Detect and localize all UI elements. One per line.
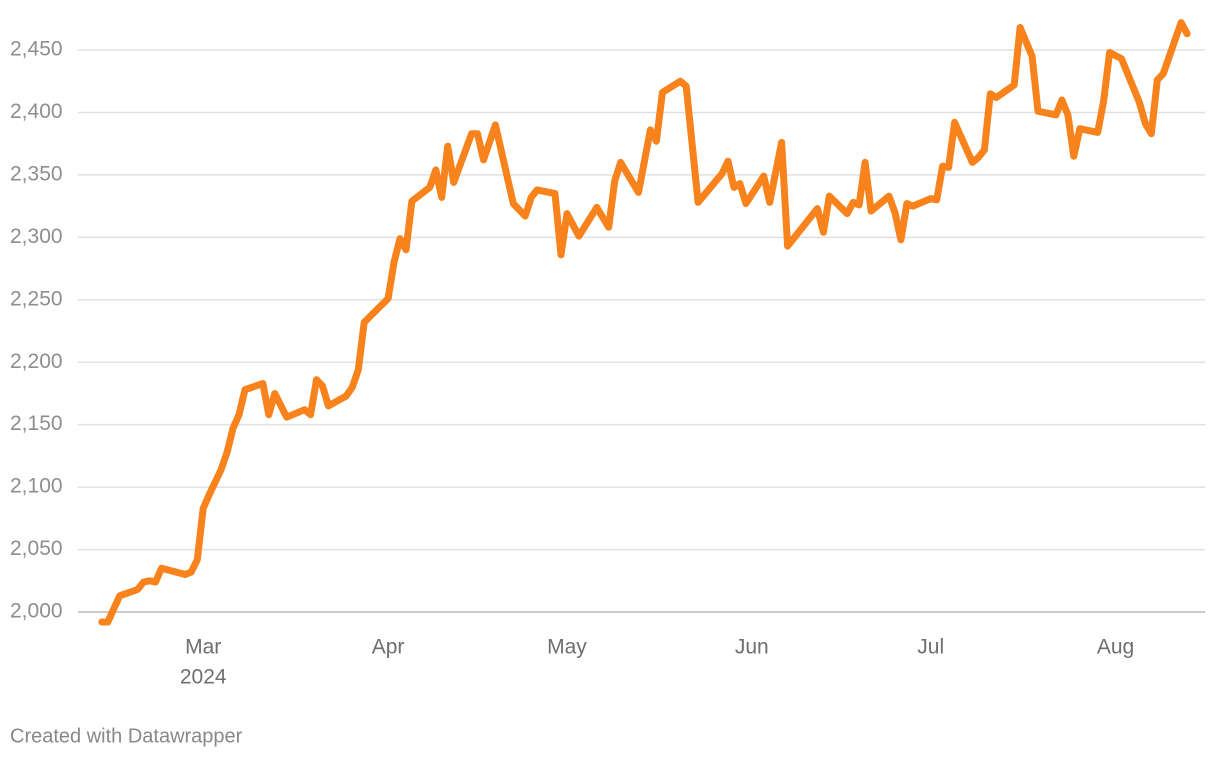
x-tick-label: May xyxy=(547,636,587,659)
y-tick-label: 2,450 xyxy=(10,38,63,61)
y-tick-label: 2,250 xyxy=(10,287,63,310)
x-year-label: 2024 xyxy=(180,666,227,689)
y-tick-label: 2,000 xyxy=(10,600,63,623)
x-tick-label: Apr xyxy=(372,636,405,659)
y-tick-label: 2,100 xyxy=(10,475,63,498)
y-tick-label: 2,200 xyxy=(10,350,63,373)
footer: Created with Datawrapper xyxy=(10,725,243,747)
x-tick-label: Mar xyxy=(185,636,221,659)
line xyxy=(98,19,1191,626)
y-tick-label: 2,300 xyxy=(10,225,63,248)
x-tick-label: Jul xyxy=(917,636,944,659)
y-tick-label: 2,400 xyxy=(10,100,63,123)
y-tick-label: 2,350 xyxy=(10,162,63,185)
y-tick-label: 2,050 xyxy=(10,537,63,560)
x-tick-label: Jun xyxy=(735,636,769,659)
y-tick-label: 2,150 xyxy=(10,412,63,435)
x-tick-label: Aug xyxy=(1097,636,1134,659)
